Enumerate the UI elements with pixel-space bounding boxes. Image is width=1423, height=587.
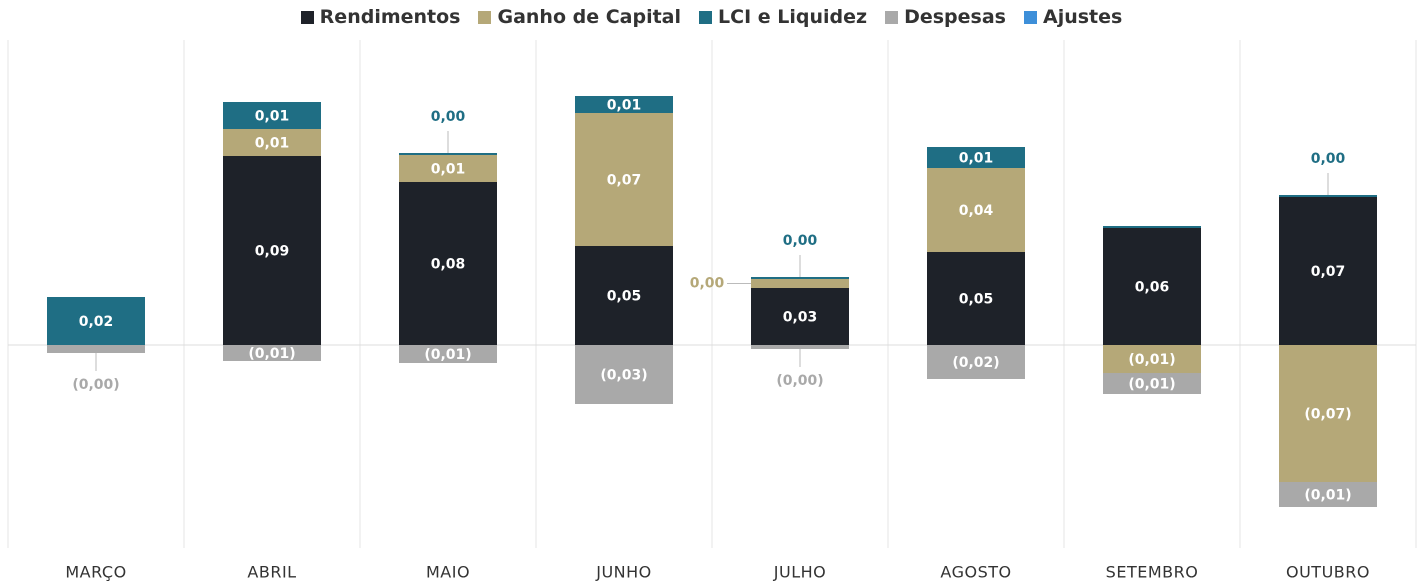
data-label: 0,05 — [959, 292, 994, 308]
bar-segment — [1279, 195, 1377, 197]
bar-segment — [399, 345, 497, 363]
bar-segment — [575, 246, 673, 345]
bar-segment — [47, 345, 145, 353]
data-label: (0,02) — [952, 355, 999, 371]
bar-segment — [751, 288, 849, 345]
x-tick-label: OUTUBRO — [1286, 563, 1370, 582]
bar-segment — [223, 156, 321, 345]
bar-segment — [575, 345, 673, 404]
data-label: 0,05 — [607, 289, 642, 305]
x-tick-label: SETEMBRO — [1106, 563, 1199, 582]
legend-swatch — [699, 10, 713, 24]
legend-swatch — [1023, 10, 1037, 24]
bar-segment — [927, 168, 1025, 252]
bar-segment — [927, 147, 1025, 168]
data-label: 0,01 — [431, 162, 466, 178]
legend-item: Rendimentos — [300, 6, 461, 28]
bar-segment — [575, 96, 673, 113]
legend-item: Despesas — [885, 6, 1006, 28]
data-label: (0,07) — [1304, 407, 1351, 423]
legend-label: Despesas — [904, 6, 1006, 28]
bar-segment — [223, 129, 321, 156]
bar-segment — [1279, 345, 1377, 482]
data-label: 0,00 — [690, 276, 725, 292]
data-label: (0,01) — [424, 347, 471, 363]
x-tick-label: JULHO — [773, 563, 826, 582]
bar-segment — [223, 102, 321, 129]
legend-item: Ganho de Capital — [478, 6, 681, 28]
data-label: 0,04 — [959, 203, 994, 219]
data-label: 0,00 — [431, 109, 466, 125]
legend-swatch — [300, 10, 314, 24]
bar-segment — [927, 252, 1025, 345]
x-tick-label: JUNHO — [595, 563, 652, 582]
legend-label: LCI e Liquidez — [718, 6, 868, 28]
data-label: 0,00 — [783, 233, 818, 249]
legend-item: Ajustes — [1023, 6, 1123, 28]
bar-segment — [575, 113, 673, 246]
bar-segment — [751, 279, 849, 288]
bar-segment — [223, 345, 321, 361]
bar-segment — [1279, 197, 1377, 345]
bar-segment — [399, 153, 497, 155]
bar-segment — [1103, 345, 1201, 373]
data-label: 0,01 — [255, 109, 290, 125]
bar-segment — [1103, 373, 1201, 394]
data-label: (0,00) — [72, 377, 119, 393]
data-label: 0,00 — [1311, 151, 1346, 167]
data-label: 0,06 — [1135, 280, 1170, 296]
data-label: 0,08 — [431, 257, 466, 273]
legend-label: Ajustes — [1042, 6, 1123, 28]
data-label: (0,01) — [1304, 488, 1351, 504]
data-label: (0,03) — [600, 368, 647, 384]
x-tick-label: MAIO — [426, 563, 470, 582]
bar-segment — [399, 182, 497, 345]
bar-segment — [751, 277, 849, 279]
bar-segment — [927, 345, 1025, 379]
x-tick-label: ABRIL — [247, 563, 296, 582]
legend-item: LCI e Liquidez — [699, 6, 867, 28]
bar-segment — [47, 297, 145, 345]
legend-label: Rendimentos — [319, 6, 461, 28]
data-label: 0,07 — [1311, 264, 1346, 280]
bar-segment — [1103, 226, 1201, 228]
bar-segment — [399, 155, 497, 182]
data-label: (0,01) — [1128, 352, 1175, 368]
x-tick-label: AGOSTO — [940, 563, 1011, 582]
data-label: 0,03 — [783, 310, 818, 326]
data-label: (0,00) — [776, 373, 823, 389]
legend-swatch — [885, 10, 899, 24]
bar-segment — [1103, 228, 1201, 345]
bar-segment — [1279, 482, 1377, 507]
x-tick-label: MARÇO — [65, 563, 126, 582]
data-label: 0,02 — [79, 314, 114, 330]
legend-label: Ganho de Capital — [497, 6, 682, 28]
data-label: 0,01 — [255, 136, 290, 152]
data-label: 0,01 — [959, 151, 994, 167]
legend-swatch — [478, 10, 492, 24]
data-label: 0,09 — [255, 244, 290, 260]
data-label: (0,01) — [248, 346, 295, 362]
data-label: (0,01) — [1128, 377, 1175, 393]
data-label: 0,07 — [607, 173, 642, 189]
data-label: 0,01 — [607, 98, 642, 114]
bar-segment — [751, 345, 849, 349]
legend: Rendimentos Ganho de Capital LCI e Liquide… — [0, 6, 1423, 28]
